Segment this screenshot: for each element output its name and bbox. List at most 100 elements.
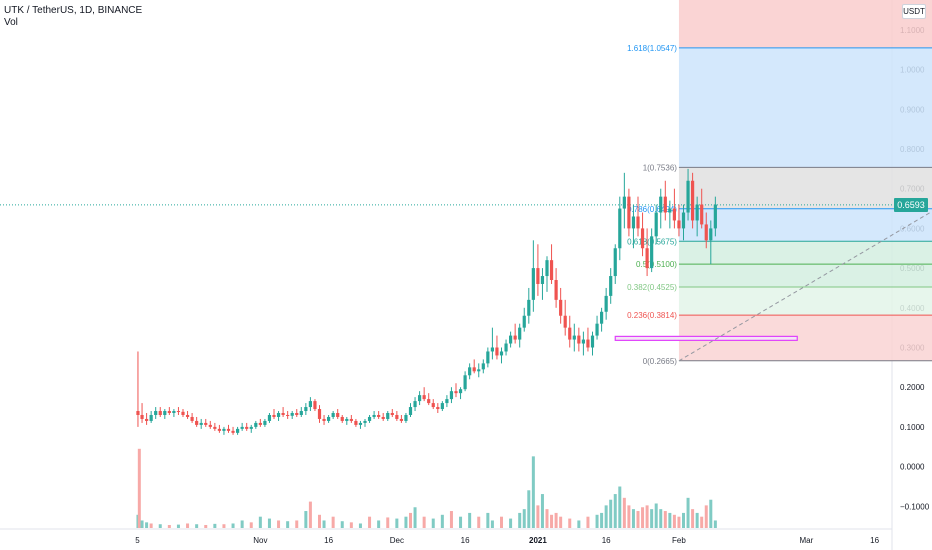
candle-body [650, 236, 654, 269]
candle-body [213, 426, 217, 429]
candle-body [504, 343, 508, 352]
volume-bar [568, 518, 572, 528]
candle-body [640, 228, 645, 249]
candle-body [290, 413, 294, 416]
candle-body [254, 422, 258, 427]
candle-body [609, 276, 613, 296]
volume-bar [518, 512, 522, 528]
volume-bar [477, 516, 481, 528]
candle-body [299, 411, 303, 415]
candle-body [336, 413, 340, 417]
candle-body [663, 196, 667, 213]
candle-body [395, 414, 399, 419]
candle-body [399, 418, 403, 421]
fib-zone [678, 47, 932, 168]
volume-bar [267, 518, 271, 528]
candle-body [272, 414, 276, 417]
candle-body [540, 276, 545, 284]
volume-bar [622, 497, 626, 528]
x-tick-label: Mar [799, 536, 813, 545]
candle-body [413, 401, 417, 408]
candle-body [622, 196, 626, 209]
volume-bar [631, 509, 635, 528]
candle-body [172, 411, 176, 414]
candle-body [477, 369, 481, 372]
fib-level-label: 0.236(0.3814) [627, 311, 677, 320]
y-tick-label: 0.0000 [900, 463, 925, 472]
candle-body [691, 180, 695, 221]
candle-body [645, 248, 649, 269]
volume-bar [340, 521, 344, 528]
candle-body [472, 367, 476, 372]
candle-body [458, 389, 463, 394]
candle-body [600, 311, 604, 324]
candle-body [263, 420, 267, 425]
volume-bar [186, 523, 190, 528]
candle-body [681, 212, 686, 229]
x-tick-label: 5 [135, 536, 140, 545]
x-tick-label: 16 [461, 536, 470, 545]
candle-body [499, 351, 504, 356]
volume-bar [486, 512, 490, 528]
candle-body [217, 428, 221, 431]
candle-body [281, 413, 285, 415]
volume-bar [358, 523, 362, 528]
volume-bar [540, 494, 544, 528]
candle-body [358, 422, 363, 425]
candle-body [149, 414, 153, 421]
fib-level-label: 0.382(0.4525) [627, 283, 677, 292]
candle-body [590, 335, 595, 348]
candle-body [367, 416, 372, 421]
volume-bar [700, 516, 704, 528]
fib-zone [678, 241, 932, 265]
candle-body [145, 418, 149, 421]
volume-bar [249, 522, 253, 528]
candle-body [377, 414, 381, 417]
volume-bar [490, 520, 494, 528]
candle-body [408, 407, 413, 415]
fib-zone [678, 286, 932, 316]
candle-body [158, 411, 162, 415]
y-tick-label: −0.1000 [900, 502, 930, 511]
candle-body [422, 395, 426, 400]
candle-body [190, 416, 194, 421]
candle-body [454, 391, 458, 394]
volume-bar [713, 520, 717, 528]
candle-body [349, 418, 353, 421]
candle-body [631, 216, 636, 229]
candle-body [531, 268, 535, 300]
y-tick-label: 0.1000 [900, 423, 925, 432]
fib-zone [678, 264, 932, 287]
volume-bar [677, 516, 681, 528]
candle-body [486, 351, 490, 364]
fib-level-label: 1(0.7536) [643, 163, 678, 172]
candle-body [308, 401, 312, 408]
candle-body [549, 260, 554, 281]
volume-bar [145, 522, 149, 528]
volume-bar [349, 522, 353, 528]
candle-body [317, 409, 322, 419]
candle-body [322, 418, 326, 421]
currency-button[interactable]: USDT [902, 4, 926, 19]
candle-body [236, 428, 240, 433]
volume-bar [641, 507, 645, 528]
volume-bar [213, 523, 217, 528]
volume-bar [600, 512, 604, 528]
candle-body [490, 347, 494, 352]
volume-bar [318, 514, 321, 528]
volume-bar [149, 523, 153, 528]
volume-bar [158, 524, 162, 528]
candle-body [386, 413, 390, 419]
candle-body [695, 204, 699, 221]
candle-body [304, 407, 308, 412]
volume-bar [231, 523, 235, 528]
volume-bar [322, 520, 326, 528]
candle-body [559, 299, 563, 316]
candle-body [372, 414, 376, 417]
candle-body [677, 220, 681, 229]
volume-bar [550, 514, 554, 528]
candle-body [563, 315, 567, 328]
candle-body [381, 416, 385, 419]
fib-level-label: 0.5(0.5100) [636, 260, 677, 269]
